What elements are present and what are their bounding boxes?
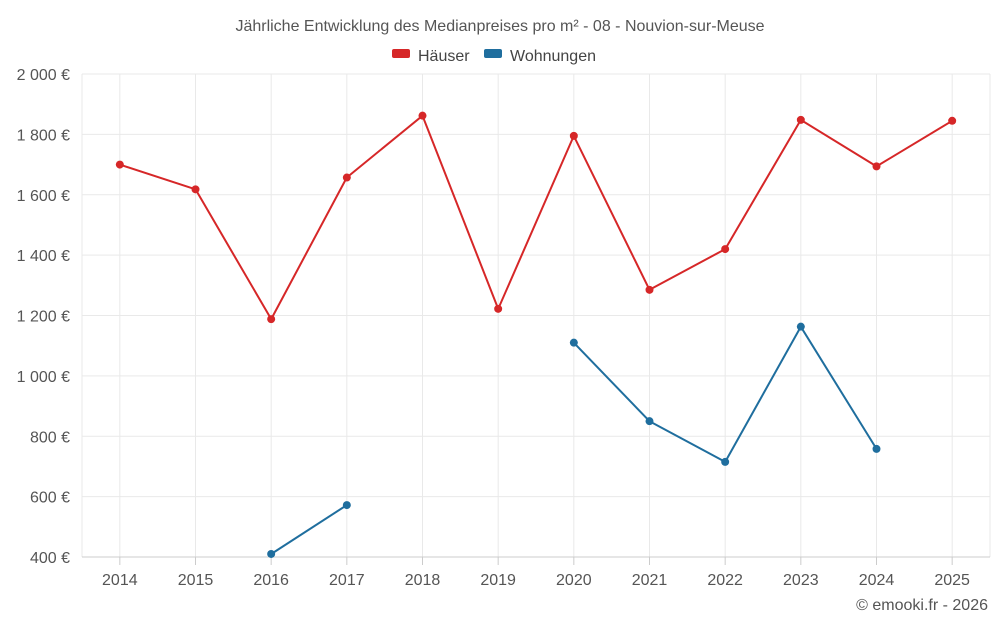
- credit: © emooki.fr - 2026: [856, 597, 988, 614]
- data-point-wohnungen[interactable]: [645, 417, 654, 426]
- y-tick-label: 1 400 €: [17, 248, 70, 265]
- y-tick-label: 600 €: [30, 490, 70, 507]
- y-tick-label: 1 200 €: [17, 309, 70, 326]
- y-tick-label: 2 000 €: [17, 67, 70, 84]
- x-tick-label: 2016: [253, 572, 289, 589]
- data-point-wohnungen[interactable]: [342, 501, 351, 510]
- data-point-wohnungen[interactable]: [267, 549, 276, 558]
- data-point-wohnungen[interactable]: [721, 457, 730, 466]
- data-point-hauser[interactable]: [796, 115, 805, 124]
- data-point-wohnungen[interactable]: [796, 322, 805, 331]
- data-point-hauser[interactable]: [872, 162, 881, 171]
- series-line-wohnungen: [270, 504, 348, 555]
- y-tick-label: 1 600 €: [17, 188, 70, 205]
- data-point-wohnungen[interactable]: [569, 338, 578, 347]
- x-tick-label: 2025: [934, 572, 970, 589]
- data-point-hauser[interactable]: [569, 131, 578, 140]
- data-point-hauser[interactable]: [191, 185, 200, 194]
- x-tick-label: 2021: [632, 572, 668, 589]
- data-point-hauser[interactable]: [342, 173, 351, 182]
- x-tick-label: 2017: [329, 572, 365, 589]
- x-tick-label: 2018: [405, 572, 441, 589]
- data-point-wohnungen[interactable]: [872, 444, 881, 453]
- data-point-hauser[interactable]: [494, 304, 503, 313]
- legend: Häuser Wohnungen: [392, 48, 596, 65]
- x-tick-label: 2020: [556, 572, 592, 589]
- x-tick-label: 2015: [178, 572, 214, 589]
- y-tick-label: 1 800 €: [17, 127, 70, 144]
- data-point-hauser[interactable]: [115, 160, 124, 169]
- x-tick-label: 2019: [480, 572, 516, 589]
- data-point-hauser[interactable]: [721, 245, 730, 254]
- data-point-hauser[interactable]: [267, 315, 276, 324]
- legend-label-wohnungen[interactable]: Wohnungen: [510, 48, 596, 65]
- y-tick-label: 800 €: [30, 429, 70, 446]
- chart-title: Jährliche Entwicklung des Medianpreises …: [235, 18, 764, 35]
- data-point-hauser[interactable]: [645, 285, 654, 294]
- data-point-hauser[interactable]: [948, 116, 957, 125]
- x-tick-label: 2022: [707, 572, 743, 589]
- x-tick-label: 2023: [783, 572, 819, 589]
- series-line-hauser: [119, 114, 953, 321]
- legend-swatch-hauser[interactable]: [392, 49, 410, 58]
- legend-swatch-wohnungen[interactable]: [484, 49, 502, 58]
- data-point-hauser[interactable]: [418, 111, 427, 120]
- y-tick-label: 400 €: [30, 550, 70, 567]
- x-tick-label: 2014: [102, 572, 138, 589]
- legend-label-hauser[interactable]: Häuser: [418, 48, 470, 65]
- x-tick-label: 2024: [859, 572, 895, 589]
- y-tick-label: 1 000 €: [17, 369, 70, 386]
